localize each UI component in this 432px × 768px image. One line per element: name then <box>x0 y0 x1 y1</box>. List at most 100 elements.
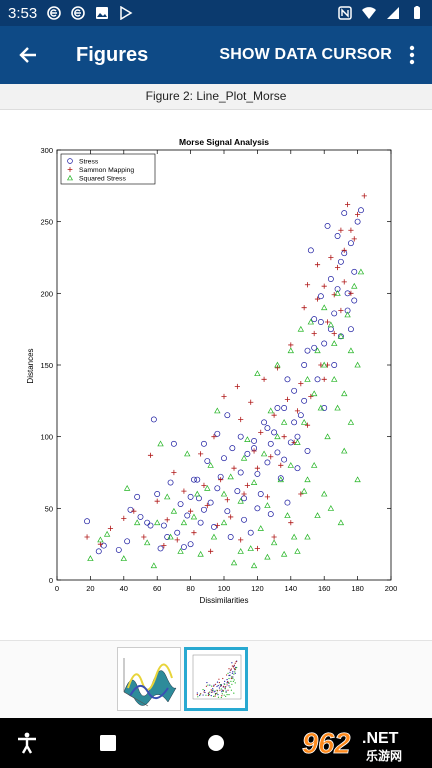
thumbnail-point <box>233 679 235 681</box>
thumbnail-point <box>231 672 233 674</box>
data-point-stress <box>124 538 131 545</box>
scatter-chart[interactable]: Morse Signal Analysis 0 20 40 60 80 100 120 140… <box>0 110 432 640</box>
data-point-sammon-mapping <box>208 548 214 554</box>
surface-plot-icon <box>123 658 177 707</box>
thumbnail-point <box>234 682 236 684</box>
data-point-stress <box>301 397 308 404</box>
figure-caption: Figure 2: Line_Plot_Morse <box>0 84 432 110</box>
status-system-icons <box>338 6 424 20</box>
data-point-squared-stress <box>177 548 184 554</box>
circle-icon <box>208 735 224 751</box>
data-point-squared-stress <box>327 321 335 328</box>
data-point-squared-stress <box>157 440 164 447</box>
data-point-sammon-mapping <box>298 381 304 387</box>
thumbnail-point <box>236 666 238 669</box>
data-point-sammon-mapping <box>248 399 254 405</box>
e-notification-icon <box>71 6 86 20</box>
thumbnail-point <box>226 681 229 683</box>
overflow-menu-button[interactable] <box>392 26 432 84</box>
data-point-squared-stress <box>341 447 348 454</box>
accessibility-button[interactable] <box>12 728 42 758</box>
data-point-squared-stress <box>133 519 141 526</box>
thumbnail-point <box>222 677 224 680</box>
thumbnail-point <box>224 686 226 688</box>
thumbnail-point <box>221 689 223 691</box>
y-tick-label: 150 <box>40 361 53 370</box>
back-button[interactable] <box>0 26 56 84</box>
surface-plot-thumbnail[interactable] <box>117 647 181 711</box>
data-point-sammon-mapping <box>294 408 301 414</box>
data-point-stress <box>154 491 161 497</box>
thumbnail-point <box>214 683 217 685</box>
data-point-stress <box>234 488 241 495</box>
data-point-sammon-mapping <box>348 290 354 296</box>
data-point-stress <box>194 476 201 483</box>
data-point-squared-stress <box>180 519 188 526</box>
data-point-squared-stress <box>334 290 341 296</box>
thumbnail-point <box>232 671 234 673</box>
home-button[interactable] <box>201 728 231 758</box>
thumbnail-point <box>216 685 218 688</box>
data-point-stress <box>167 479 174 486</box>
data-point-squared-stress <box>230 559 238 566</box>
data-point-stress <box>354 218 361 225</box>
data-point-stress <box>214 485 221 492</box>
data-point-squared-stress <box>357 268 365 275</box>
show-data-cursor-button[interactable]: SHOW DATA CURSOR <box>219 46 392 63</box>
thumbnail-point <box>196 692 198 694</box>
data-point-stress <box>144 519 151 526</box>
data-point-sammon-mapping <box>107 525 114 531</box>
thumbnail-point <box>220 696 222 699</box>
data-point-stress <box>164 534 171 540</box>
thumbnail-point <box>214 695 216 697</box>
data-point-stress <box>331 310 338 317</box>
thumbnail-point <box>235 661 237 663</box>
data-point-squared-stress <box>103 530 111 537</box>
data-point-stress <box>95 548 102 555</box>
app-title: Figures <box>76 43 149 66</box>
data-point-squared-stress <box>300 487 308 494</box>
data-point-stress <box>281 405 288 411</box>
thumbnail-point <box>225 695 227 697</box>
data-point-squared-stress <box>250 562 258 569</box>
data-point-squared-stress <box>247 545 254 551</box>
data-point-stress <box>334 233 341 239</box>
data-point-stress <box>351 268 358 275</box>
thumbnail-point <box>234 671 236 673</box>
data-point-stress <box>317 293 324 300</box>
wifi-icon <box>362 7 376 19</box>
data-point-sammon-mapping <box>314 262 321 268</box>
data-point-sammon-mapping <box>234 383 240 390</box>
data-point-squared-stress <box>190 513 198 520</box>
data-point-sammon-mapping <box>171 469 177 476</box>
thumbnail-point <box>205 694 207 696</box>
data-point-squared-stress <box>321 361 328 368</box>
thumbnail-point <box>217 696 220 698</box>
thumbnail-point <box>233 667 235 670</box>
x-tick-label: 120 <box>251 584 264 593</box>
data-point-squared-stress <box>290 533 298 540</box>
data-point-sammon-mapping <box>238 416 244 423</box>
data-point-stress <box>147 522 154 529</box>
x-tick-label: 80 <box>186 584 194 593</box>
thumbnail-point <box>213 685 215 687</box>
recent-apps-button[interactable] <box>93 728 123 758</box>
data-point-squared-stress <box>304 376 311 382</box>
thumbnail-point <box>227 682 230 684</box>
thumbnail-point <box>203 691 205 693</box>
scatter-plot-thumbnail[interactable] <box>184 647 248 711</box>
data-point-sammon-mapping <box>344 201 351 208</box>
data-point-sammon-mapping <box>304 282 311 288</box>
data-point-stress <box>254 470 261 477</box>
thumbnail-point <box>230 680 232 682</box>
figure-view[interactable]: Morse Signal Analysis 0 20 40 60 80 100 120 140… <box>0 110 432 640</box>
data-point-stress <box>291 387 298 394</box>
square-icon <box>100 735 116 751</box>
data-point-squared-stress <box>310 462 318 468</box>
data-point-squared-stress <box>294 548 301 554</box>
y-tick-label: 100 <box>40 433 53 442</box>
data-point-stress <box>311 344 318 351</box>
thumbnail-point <box>209 691 211 693</box>
data-point-stress <box>224 412 231 419</box>
thumbnail-point <box>233 664 235 666</box>
